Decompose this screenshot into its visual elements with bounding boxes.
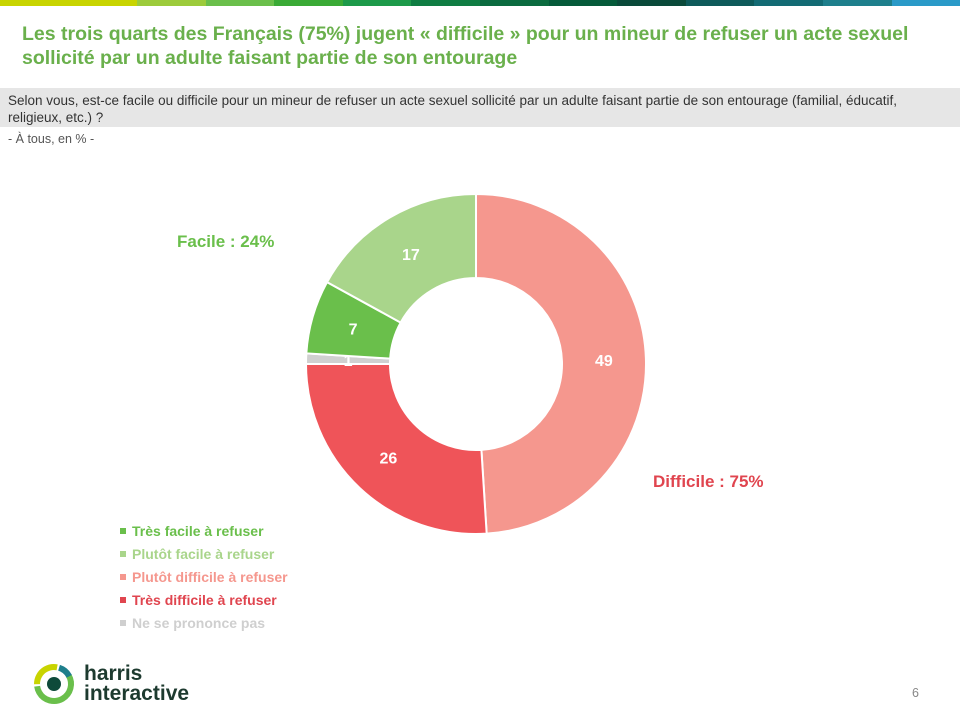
legend-swatch <box>120 527 126 534</box>
stripe-segment <box>891 0 960 6</box>
stripe-segment <box>480 0 549 6</box>
legend-item: Plutôt facile à refuser <box>120 542 288 565</box>
stripe-segment <box>754 0 823 6</box>
slice-data-label: 7 <box>349 321 358 338</box>
logo-wordmark: harris interactive <box>84 662 190 705</box>
slice-data-label: 26 <box>379 450 397 467</box>
page-number: 6 <box>912 686 919 700</box>
legend-label: Plutôt facile à refuser <box>132 545 275 562</box>
legend-item: Plutôt difficile à refuser <box>120 565 288 588</box>
stripe-segment <box>0 0 69 6</box>
legend-label: Plutôt difficile à refuser <box>132 568 288 585</box>
legend-swatch <box>120 550 126 557</box>
legend-label: Ne se prononce pas <box>132 614 266 631</box>
chart-legend: Très facile à refuser Plutôt facile à ref… <box>120 519 288 634</box>
stripe-segment <box>822 0 892 6</box>
stripe-segment <box>685 0 755 6</box>
donut-slice <box>475 192 648 535</box>
stripe-segment <box>137 0 206 6</box>
stripe-segment <box>68 0 138 6</box>
legend-label: Très facile à refuser <box>132 522 264 539</box>
question-text: Selon vous, est-ce facile ou difficile p… <box>0 88 960 127</box>
slide-title: Les trois quarts des Français (75%) juge… <box>22 23 909 69</box>
stripe-segment <box>274 0 343 6</box>
stripe-segment <box>617 0 686 6</box>
stripe-segment <box>205 0 275 6</box>
legend-swatch <box>120 596 126 603</box>
legend-label: Très difficile à refuser <box>132 591 277 608</box>
slice-data-label: 49 <box>595 353 613 370</box>
difficile-group-label: Difficile : 75% <box>653 472 764 491</box>
legend-swatch <box>120 619 126 626</box>
stripe-segment <box>342 0 412 6</box>
facile-group-label: Facile : 24% <box>177 232 275 251</box>
legend-item: Très facile à refuser <box>120 519 288 542</box>
stripe-segment <box>548 0 618 6</box>
header-color-stripe <box>0 0 960 6</box>
slice-data-label: 17 <box>402 247 420 264</box>
harris-interactive-logo <box>34 664 74 704</box>
stripe-segment <box>411 0 481 6</box>
logo-line-1: harris <box>84 662 143 685</box>
logo-line-2: interactive <box>84 682 190 705</box>
slice-data-label: 1 <box>344 353 353 370</box>
base-note: - À tous, en % - <box>8 132 95 146</box>
donut-slice <box>325 192 477 324</box>
legend-item: Ne se prononce pas <box>120 611 288 634</box>
legend-swatch <box>120 573 126 580</box>
donut-slice <box>304 363 488 535</box>
legend-item: Très difficile à refuser <box>120 588 288 611</box>
